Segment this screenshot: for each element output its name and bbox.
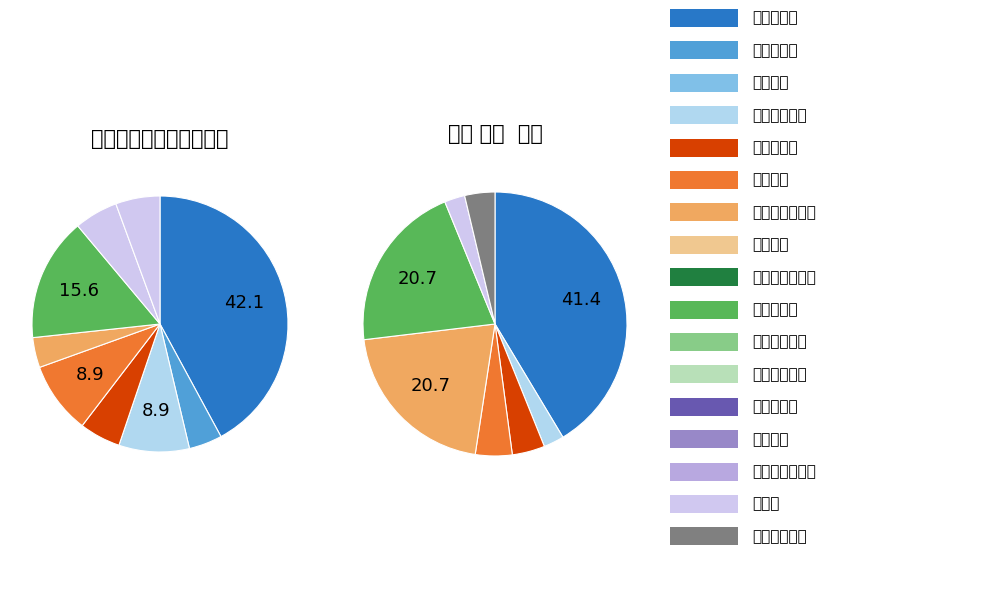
Text: スライダー: スライダー bbox=[752, 302, 797, 317]
Text: スプリット: スプリット bbox=[752, 140, 797, 155]
Wedge shape bbox=[82, 324, 160, 445]
Text: カーブ: カーブ bbox=[752, 496, 779, 511]
Wedge shape bbox=[119, 324, 189, 452]
Text: 15.6: 15.6 bbox=[59, 283, 99, 301]
Wedge shape bbox=[116, 196, 160, 324]
Wedge shape bbox=[495, 324, 563, 446]
Text: 高速スライダー: 高速スライダー bbox=[752, 269, 816, 284]
Bar bbox=[670, 398, 738, 416]
Bar bbox=[670, 268, 738, 286]
Text: シンカー: シンカー bbox=[752, 237, 788, 252]
Text: フォーク: フォーク bbox=[752, 173, 788, 187]
Wedge shape bbox=[33, 324, 160, 367]
Bar bbox=[670, 74, 738, 92]
Wedge shape bbox=[78, 204, 160, 324]
Title: 茶谷 健太  選手: 茶谷 健太 選手 bbox=[448, 124, 542, 143]
Text: 縦スライダー: 縦スライダー bbox=[752, 335, 807, 349]
Bar bbox=[670, 41, 738, 59]
Text: ツーシーム: ツーシーム bbox=[752, 43, 797, 58]
Bar bbox=[670, 430, 738, 448]
Bar bbox=[670, 203, 738, 221]
Bar bbox=[670, 365, 738, 383]
Title: パ・リーグ全プレイヤー: パ・リーグ全プレイヤー bbox=[91, 128, 229, 149]
Bar bbox=[670, 527, 738, 545]
Text: ナックル: ナックル bbox=[752, 432, 788, 446]
Wedge shape bbox=[160, 324, 221, 449]
Bar bbox=[670, 333, 738, 351]
Wedge shape bbox=[160, 196, 288, 437]
Text: スクリュー: スクリュー bbox=[752, 400, 797, 415]
Bar bbox=[670, 236, 738, 254]
Text: 20.7: 20.7 bbox=[411, 377, 451, 395]
Text: カットボール: カットボール bbox=[752, 108, 807, 123]
Wedge shape bbox=[32, 226, 160, 338]
Text: チェンジアップ: チェンジアップ bbox=[752, 205, 816, 220]
Wedge shape bbox=[363, 202, 495, 340]
Bar bbox=[670, 495, 738, 513]
Text: 8.9: 8.9 bbox=[75, 367, 104, 385]
Text: 20.7: 20.7 bbox=[398, 269, 438, 287]
Wedge shape bbox=[495, 192, 627, 437]
Wedge shape bbox=[364, 324, 495, 455]
Bar bbox=[670, 9, 738, 27]
Bar bbox=[670, 139, 738, 157]
Text: ナックルカーブ: ナックルカーブ bbox=[752, 464, 816, 479]
Wedge shape bbox=[445, 196, 495, 324]
Text: 41.4: 41.4 bbox=[561, 291, 602, 309]
Bar bbox=[670, 171, 738, 189]
Text: 42.1: 42.1 bbox=[224, 293, 264, 311]
Text: シュート: シュート bbox=[752, 75, 788, 90]
Text: 8.9: 8.9 bbox=[142, 402, 170, 420]
Bar bbox=[670, 106, 738, 124]
Wedge shape bbox=[495, 324, 544, 455]
Wedge shape bbox=[465, 192, 495, 324]
Text: スローカーブ: スローカーブ bbox=[752, 529, 807, 544]
Text: パワーカーブ: パワーカーブ bbox=[752, 367, 807, 382]
Wedge shape bbox=[40, 324, 160, 425]
Text: ストレート: ストレート bbox=[752, 10, 797, 25]
Bar bbox=[670, 463, 738, 481]
Bar bbox=[670, 301, 738, 319]
Wedge shape bbox=[475, 324, 512, 456]
